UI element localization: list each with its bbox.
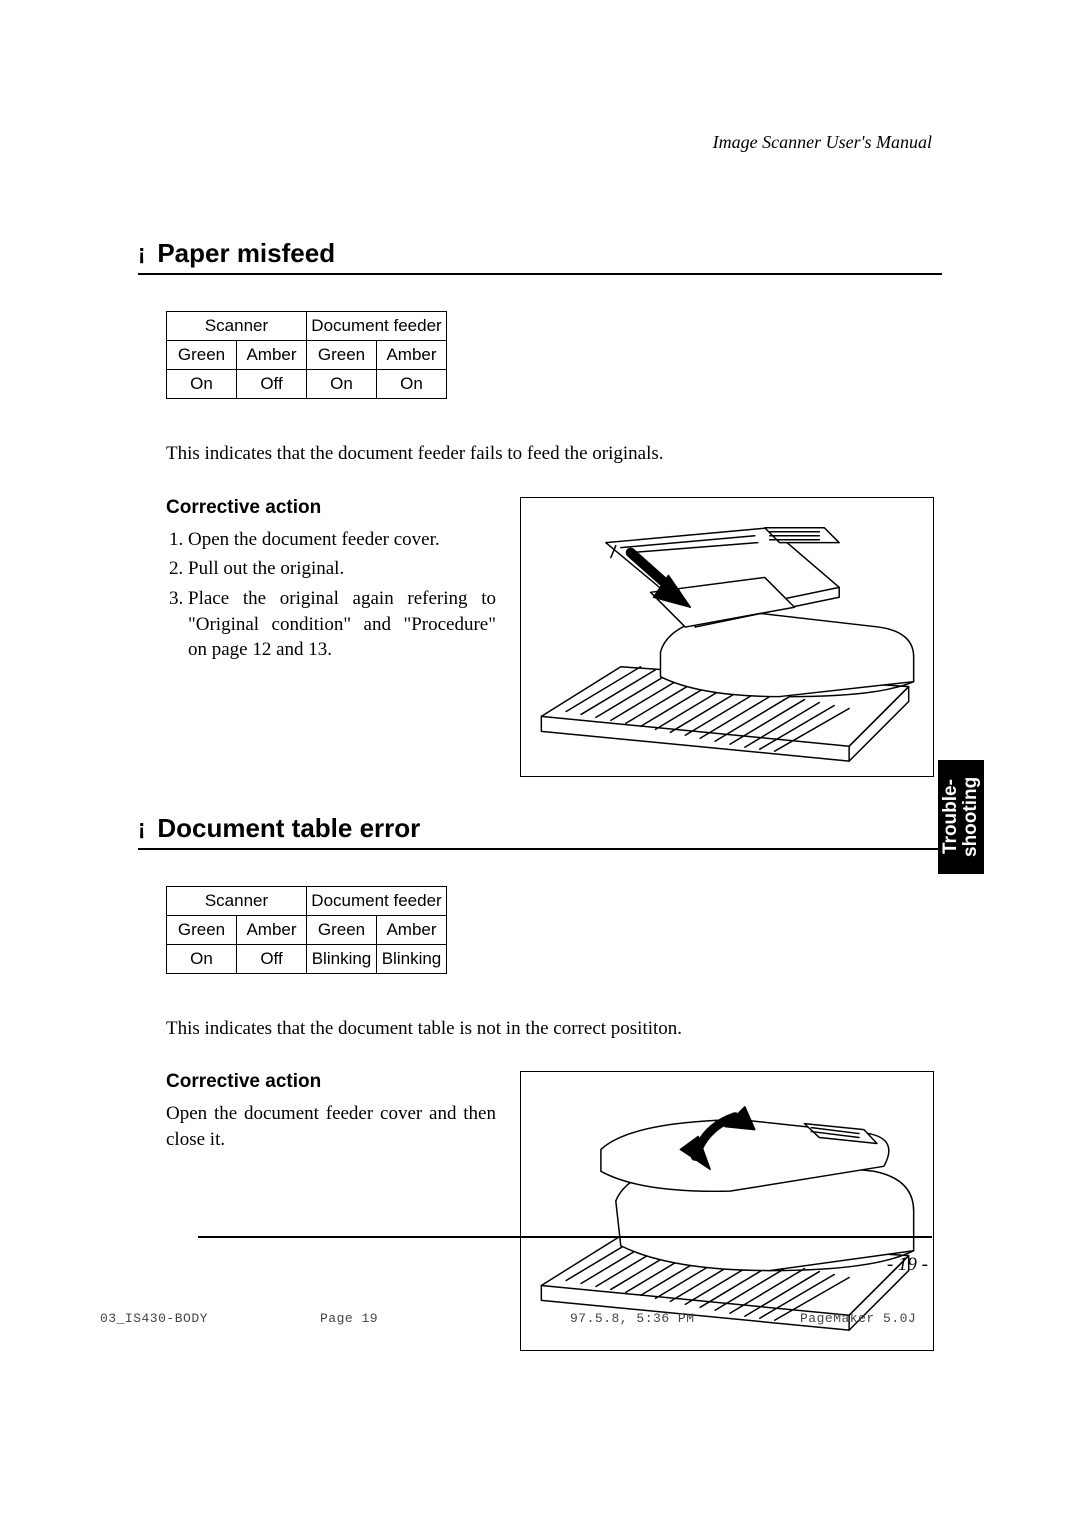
table-header-feeder: Document feeder <box>307 886 447 915</box>
table-cell: Blinking <box>307 944 377 973</box>
bullet-icon: ¡ <box>138 815 145 841</box>
table-header-scanner: Scanner <box>167 312 307 341</box>
status-table: Scanner Document feeder Green Amber Gree… <box>166 886 447 974</box>
table-sub: Amber <box>377 915 447 944</box>
bottom-rule <box>198 1236 932 1238</box>
section-title: Paper misfeed <box>157 238 335 269</box>
section-paper-misfeed: ¡ Paper misfeed Scanner Document feeder … <box>138 238 942 777</box>
status-table: Scanner Document feeder Green Amber Gree… <box>166 311 447 399</box>
scanner-open-illustration <box>520 497 934 777</box>
table-sub: Amber <box>237 915 307 944</box>
manual-page: Image Scanner User's Manual ¡ Paper misf… <box>0 0 1080 1528</box>
table-sub: Amber <box>237 341 307 370</box>
table-cell: On <box>167 370 237 399</box>
corrective-heading: Corrective action <box>166 1071 496 1093</box>
table-cell: Off <box>237 370 307 399</box>
table-cell: On <box>167 944 237 973</box>
tab-label: Trouble- shooting <box>941 760 981 874</box>
bullet-icon: ¡ <box>138 240 145 266</box>
corrective-paragraph: Open the document feeder cover and then … <box>166 1101 496 1152</box>
scanner-illustration-icon <box>521 498 933 776</box>
section-tab: Trouble- shooting <box>938 760 984 874</box>
table-header-feeder: Document feeder <box>307 312 447 341</box>
section-description: This indicates that the document table i… <box>166 1016 942 1042</box>
step: Pull out the original. <box>188 556 496 582</box>
table-sub: Amber <box>377 341 447 370</box>
table-cell: On <box>307 370 377 399</box>
table-sub: Green <box>167 915 237 944</box>
table-cell: Off <box>237 944 307 973</box>
two-column: Corrective action Open the document feed… <box>166 497 942 777</box>
section-heading: ¡ Paper misfeed <box>138 238 942 275</box>
step: Open the document feeder cover. <box>188 527 496 553</box>
footer-datetime: 97.5.8, 5:36 PM <box>570 1311 800 1326</box>
table-cell: Blinking <box>377 944 447 973</box>
corrective-action: Corrective action Open the document feed… <box>166 497 496 667</box>
table-sub: Green <box>307 341 377 370</box>
section-title: Document table error <box>157 813 420 844</box>
table-sub: Green <box>167 341 237 370</box>
scanner-illustration-icon <box>521 1072 933 1350</box>
two-column: Corrective action Open the document feed… <box>166 1071 942 1351</box>
footer-file: 03_IS430-BODY <box>100 1311 320 1326</box>
section-description: This indicates that the document feeder … <box>166 441 942 467</box>
steps-list: Open the document feeder cover. Pull out… <box>166 527 496 663</box>
section-document-table-error: ¡ Document table error Scanner Document … <box>138 813 942 1352</box>
step: Place the original again refering to "Or… <box>188 586 496 663</box>
page-number: - 19 - <box>887 1254 928 1276</box>
section-heading: ¡ Document table error <box>138 813 942 850</box>
corrective-action: Corrective action Open the document feed… <box>166 1071 496 1152</box>
corrective-heading: Corrective action <box>166 497 496 519</box>
footer-software: PageMaker 5.0J <box>800 1311 916 1326</box>
table-sub: Green <box>307 915 377 944</box>
doc-title: Image Scanner User's Manual <box>713 132 932 153</box>
table-header-scanner: Scanner <box>167 886 307 915</box>
table-cell: On <box>377 370 447 399</box>
scanner-close-illustration <box>520 1071 934 1351</box>
footer-page: Page 19 <box>320 1311 570 1326</box>
print-footer: 03_IS430-BODY Page 19 97.5.8, 5:36 PM Pa… <box>100 1311 980 1326</box>
